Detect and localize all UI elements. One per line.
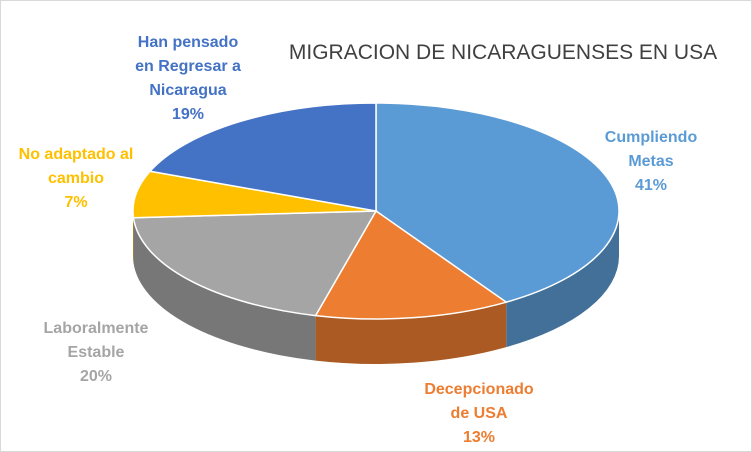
chart-title: MIGRACION DE NICARAGUENSES EN USA: [289, 41, 717, 64]
pie-sides: [133, 211, 619, 364]
data-label-line: de USA: [451, 405, 508, 422]
data-label-percent: 41%: [635, 177, 667, 194]
data-labels: Cumpliendo Metas 41% Decepcionado de USA 13% L…: [19, 34, 698, 446]
data-label-line: Laboralmente: [44, 320, 149, 337]
data-label-0: Cumpliendo Metas 41%: [605, 129, 698, 194]
data-label-line: Nicaragua: [149, 82, 226, 99]
data-label-1: Decepcionado de USA 13%: [424, 381, 534, 446]
pie-tops: [132, 102, 620, 320]
pie-slice-2: [132, 210, 378, 317]
data-label-2: Laboralmente Estable 20%: [44, 320, 149, 385]
pie-slice-0: [375, 102, 620, 304]
data-label-percent: 13%: [463, 429, 495, 446]
data-label-line: cambio: [48, 170, 104, 187]
data-label-percent: 20%: [80, 368, 112, 385]
data-label-line: Decepcionado: [424, 381, 534, 398]
pie-slice-side-2: [133, 217, 316, 361]
pie-slice-side-0: [506, 211, 619, 348]
data-label-line: en Regresar a: [135, 58, 241, 75]
pie-slice-1: [314, 209, 508, 320]
data-label-percent: 7%: [64, 194, 87, 211]
data-label-line: Han pensado: [138, 34, 239, 51]
pie-slice-4: [148, 102, 377, 212]
data-label-percent: 19%: [172, 106, 204, 123]
data-label-line: Estable: [68, 344, 125, 361]
pie-slice-side-1: [315, 302, 507, 364]
data-label-4: Han pensado en Regresar a Nicaragua 19%: [135, 34, 241, 123]
pie-slice-3: [132, 170, 377, 219]
data-label-line: Metas: [628, 153, 673, 170]
data-label-3: No adaptado al cambio 7%: [19, 146, 134, 211]
data-label-line: No adaptado al: [19, 146, 134, 163]
data-label-line: Cumpliendo: [605, 129, 698, 146]
